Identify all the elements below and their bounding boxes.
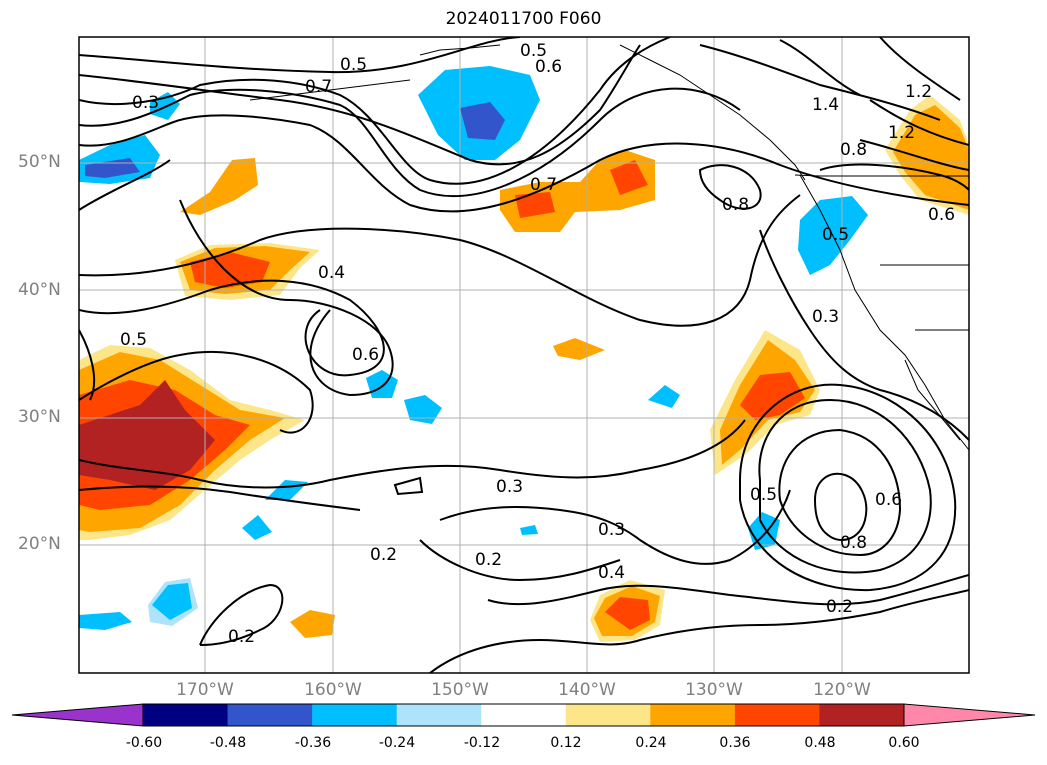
contour-label: 0.2 xyxy=(370,545,397,565)
lat-label: 40°N xyxy=(18,280,61,300)
lon-label: 140°W xyxy=(558,680,616,700)
colorbar-tick-label: 0.60 xyxy=(888,735,920,751)
colorbar-tick-label: -0.24 xyxy=(378,735,416,751)
lon-label: 150°W xyxy=(431,680,489,700)
contour-label: 0.8 xyxy=(840,533,867,553)
positive-anomaly-region xyxy=(79,380,215,490)
colorbar-segment xyxy=(650,704,736,726)
negative-anomaly-region xyxy=(460,102,505,140)
contour-label: 0.6 xyxy=(875,490,902,510)
contour-label: 0.4 xyxy=(318,263,345,283)
negative-anomaly-region xyxy=(404,395,442,424)
contour-label: 0.6 xyxy=(928,205,955,225)
positive-anomaly-region xyxy=(740,372,805,420)
lon-label: 120°W xyxy=(813,680,871,700)
contour-label-group: 0.5 0.6 0.5 0.7 0.7 0.4 0.6 0.5 0.3 0.3 … xyxy=(120,41,955,647)
negative-anomaly-region xyxy=(242,515,272,540)
colorbar-extend-low xyxy=(11,703,144,727)
lat-label: 50°N xyxy=(18,152,61,172)
map-title: 2024011700 F060 xyxy=(445,9,602,29)
contour-label: 0.5 xyxy=(120,330,147,350)
contour-label: 0.3 xyxy=(496,477,523,497)
contour-label: 0.7 xyxy=(305,77,332,97)
colorbar-extend-high xyxy=(903,703,1036,727)
contour-label: 0.8 xyxy=(840,140,867,160)
colorbar-tick-label: 0.24 xyxy=(635,735,667,751)
colorbar-segment xyxy=(312,704,398,726)
contour-label: 0.6 xyxy=(352,345,379,365)
colorbar-frame xyxy=(142,703,905,727)
colorbar-segment xyxy=(481,704,567,726)
contour-label: 0.7 xyxy=(530,175,557,195)
negative-anomaly-region xyxy=(265,480,308,500)
positive-anomaly-region xyxy=(610,160,648,195)
negative-anomaly-region xyxy=(79,612,132,630)
graticule xyxy=(79,37,969,673)
colorbar-tick-label: 0.36 xyxy=(719,735,751,751)
lat-label: 30°N xyxy=(18,407,61,427)
lat-label: 20°N xyxy=(18,534,61,554)
positive-anomaly-region xyxy=(515,192,555,218)
colorbar-tick-label: 0.12 xyxy=(550,735,582,751)
contour-label: 0.2 xyxy=(826,597,853,617)
positive-anomaly-region xyxy=(605,597,650,630)
contour-label: 0.6 xyxy=(535,57,562,77)
positive-anomaly-region xyxy=(553,338,605,360)
contour-label: 1.2 xyxy=(888,123,915,143)
contour-label: 0.2 xyxy=(228,627,255,647)
shaded-field xyxy=(79,66,969,642)
map-panel: 0.5 0.6 0.5 0.7 0.7 0.4 0.6 0.5 0.3 0.3 … xyxy=(78,36,970,674)
colorbar-tick-label: -0.48 xyxy=(209,735,247,751)
positive-anomaly-region xyxy=(190,252,270,288)
contour-label: 0.3 xyxy=(812,307,839,327)
colorbar-tick-label: 0.48 xyxy=(804,735,836,751)
colorbar-segment xyxy=(396,704,482,726)
negative-anomaly-region xyxy=(152,583,192,620)
negative-anomaly-region xyxy=(648,385,680,408)
colorbar-segment xyxy=(227,704,313,726)
contour-label: 0.5 xyxy=(340,55,367,75)
contour-lines xyxy=(79,37,969,673)
contour-label: 1.2 xyxy=(905,82,932,102)
positive-anomaly-region xyxy=(290,610,335,638)
colorbar-segment xyxy=(734,704,820,726)
contour-label: 0.3 xyxy=(132,93,159,113)
contour-label: 0.5 xyxy=(822,225,849,245)
positive-anomaly-region xyxy=(180,158,258,215)
contour-label: 0.5 xyxy=(520,41,547,61)
coastlines xyxy=(249,44,969,451)
lon-label: 160°W xyxy=(304,680,362,700)
colorbar-tick-label: -0.12 xyxy=(463,735,501,751)
contour-label: 1.4 xyxy=(812,95,839,115)
negative-anomaly-region xyxy=(366,370,398,398)
colorbar xyxy=(11,703,1036,727)
contour-label: 0.8 xyxy=(722,195,749,215)
negative-anomaly-region xyxy=(520,525,538,535)
contour-label: 0.5 xyxy=(750,485,777,505)
lon-label: 130°W xyxy=(685,680,743,700)
colorbar-segment xyxy=(143,704,229,726)
contour-label: 0.2 xyxy=(475,550,502,570)
contour-label: 0.3 xyxy=(598,520,625,540)
map-frame xyxy=(78,36,970,674)
positive-anomaly-region xyxy=(893,105,969,210)
colorbar-segment xyxy=(565,704,651,726)
colorbar-tick-label: -0.36 xyxy=(294,735,332,751)
lon-label: 170°W xyxy=(176,680,234,700)
contour-label: 0.4 xyxy=(598,563,625,583)
colorbar-segment xyxy=(819,704,905,726)
colorbar-tick-label: -0.60 xyxy=(125,735,163,751)
